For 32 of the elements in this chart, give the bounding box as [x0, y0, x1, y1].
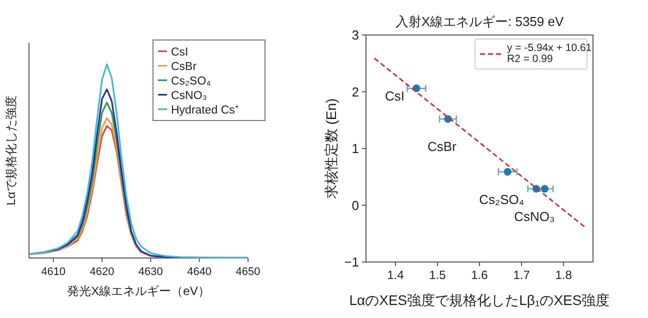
y-tick-label: 1	[352, 141, 359, 156]
legend-label: CsNO₃	[171, 90, 208, 102]
legend-label: Hydrated Cs⁺	[171, 104, 239, 116]
point	[504, 168, 512, 176]
x-tick-label: 1.4	[387, 268, 404, 282]
x-tick-label: 4620	[90, 266, 114, 278]
annotation: CsI	[384, 88, 404, 104]
y-tick-label: −1	[344, 254, 359, 270]
legend-label: CsI	[171, 46, 188, 58]
legend-label: CsBr	[171, 61, 197, 73]
legend-label: y = -5.94x + 10.61 R2 = 0.99	[507, 42, 592, 65]
x-tick-label: 4640	[187, 266, 212, 278]
y-tick-label: 0	[352, 198, 359, 213]
annotation: CsBr	[428, 138, 458, 154]
y-tick-label: 3	[352, 28, 359, 42]
point	[540, 184, 548, 193]
x-tick-label: 1.6	[471, 268, 488, 282]
chart-title: 入射X線エネルギー: 5359 eV	[395, 14, 564, 29]
y-axis-title: Lαで規格化した強度	[4, 96, 18, 206]
annotation: CsNO₃	[514, 208, 555, 224]
x-tick-label: 4650	[236, 266, 260, 278]
x-axis-title: 発光X線エネルギー（eV）	[67, 284, 210, 298]
x-tick-label: 4610	[41, 266, 66, 278]
x-tick-label: 1.7	[513, 268, 530, 282]
x-tick-label: 4630	[138, 266, 163, 278]
x-tick-label: 1.8	[555, 268, 572, 282]
annotation: Cs₂SO₄	[479, 192, 524, 207]
x-tick-label: 1.5	[429, 268, 446, 282]
y-tick-label: 2	[352, 84, 359, 100]
y-axis-title: 求核性定数 (En)	[323, 98, 339, 199]
legend-label: Cs₂SO₄	[171, 76, 212, 88]
x-axis-title: LαのXES強度で規格化したLβ₁のXES強度	[349, 292, 610, 308]
